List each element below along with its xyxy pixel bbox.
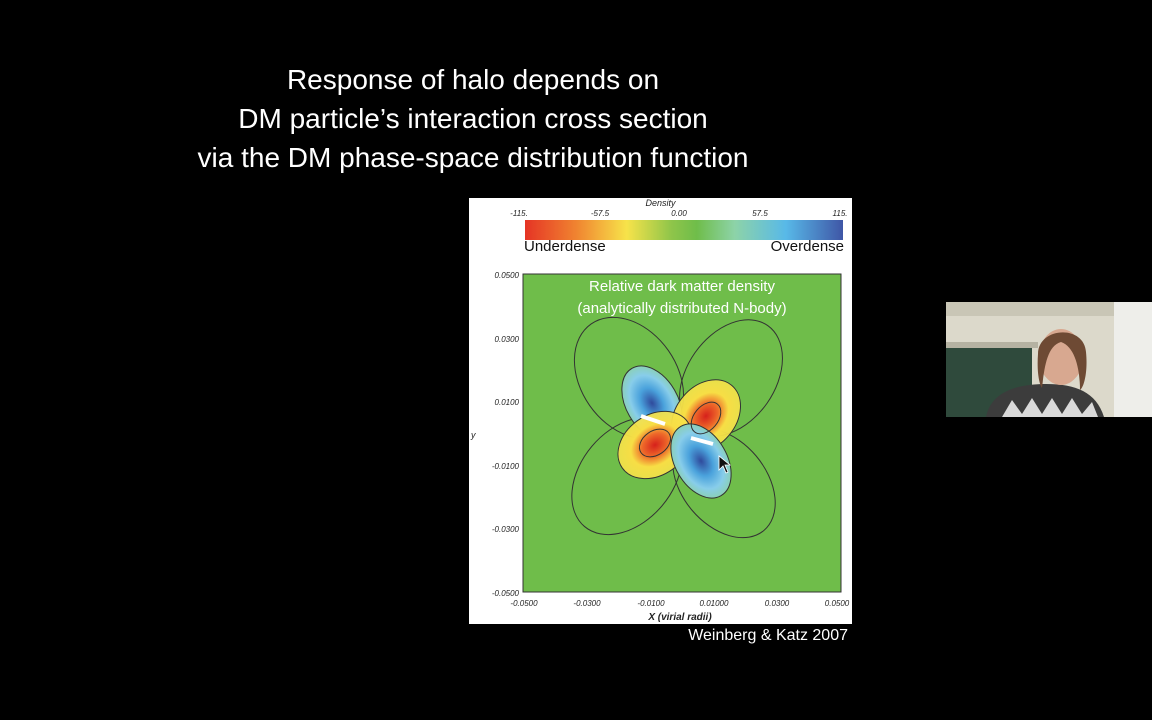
x-tick: -0.0500	[510, 599, 538, 608]
underdense-label: Underdense	[524, 238, 606, 255]
y-tick: -0.0100	[492, 462, 520, 471]
colorbar-tick: -115.	[510, 209, 528, 218]
presenter-video-icon	[946, 302, 1152, 417]
colorbar-tick: 115.	[832, 209, 848, 218]
figure-caption: Weinberg & Katz 2007	[688, 627, 848, 644]
colorbar	[525, 220, 843, 240]
colorbar-tick: 57.5	[752, 209, 768, 218]
slide-title: Response of halo depends on DM particle’…	[100, 60, 846, 177]
plot-title-line-2: (analytically distributed N-body)	[577, 300, 786, 317]
y-tick: 0.0500	[495, 271, 520, 280]
colorbar-ticks: -115. -57.5 0.00 57.5 115.	[509, 209, 851, 219]
x-tick: -0.0300	[573, 599, 601, 608]
y-tick: -0.0300	[492, 525, 520, 534]
x-tick-labels: -0.0500 -0.0300 -0.0100 0.01000 0.0300 0…	[510, 599, 849, 608]
overdense-label: Overdense	[770, 238, 844, 255]
plot-title-line-1: Relative dark matter density	[589, 278, 775, 295]
y-axis-label: y	[470, 430, 476, 440]
title-line-2: DM particle’s interaction cross section	[238, 103, 708, 134]
x-tick: 0.0500	[825, 599, 850, 608]
colorbar-title: Density	[645, 198, 676, 208]
x-tick: 0.01000	[700, 599, 729, 608]
y-tick: 0.0300	[495, 335, 520, 344]
x-tick: 0.0300	[765, 599, 790, 608]
mouse-cursor-icon	[718, 455, 732, 474]
x-axis-label: X (virial radii)	[647, 612, 712, 623]
y-tick: -0.0500	[492, 589, 520, 598]
title-line-1: Response of halo depends on	[286, 64, 660, 95]
y-tick: 0.0100	[495, 398, 520, 407]
density-plot: Relative dark matter density (analytical…	[470, 271, 850, 623]
y-tick-labels: 0.0500 0.0300 0.0100 -0.0100 -0.0300 -0.…	[492, 271, 520, 598]
title-line-3: via the DM phase-space distribution func…	[197, 142, 749, 173]
density-figure: Density -115. -57.5 0.00 57.5 115. Under…	[469, 198, 852, 624]
density-contours	[571, 316, 783, 539]
presenter-webcam[interactable]	[946, 302, 1152, 417]
colorbar-tick: -57.5	[590, 209, 610, 218]
x-tick: -0.0100	[637, 599, 665, 608]
colorbar-tick: 0.00	[671, 209, 687, 218]
